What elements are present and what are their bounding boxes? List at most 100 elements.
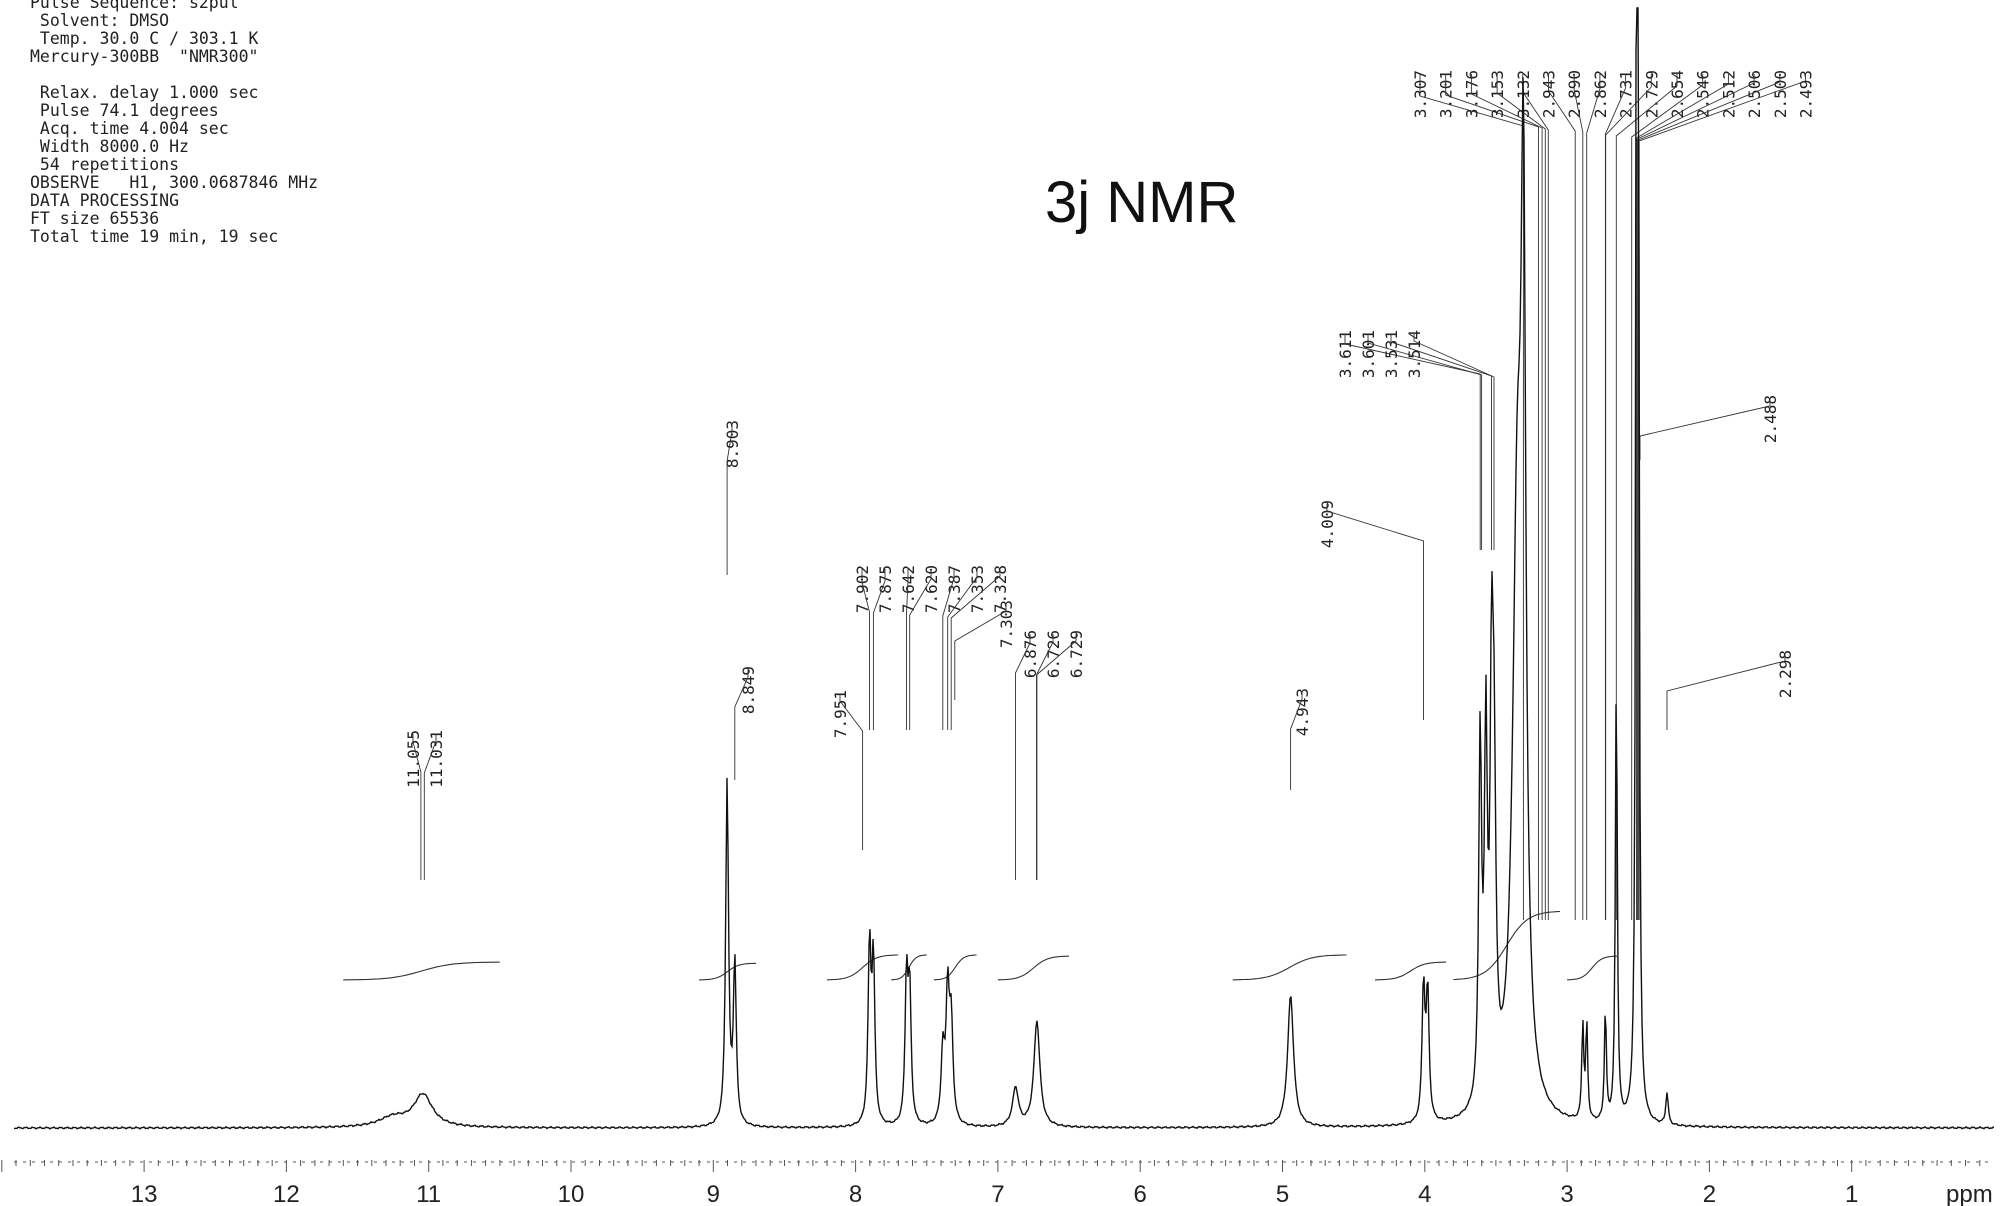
peak-leader-line (734, 670, 749, 780)
peak-leader-line (412, 734, 422, 880)
peak-label: 7.620 (922, 565, 941, 613)
integral-curve (1453, 910, 1561, 981)
peak-leader-line (1548, 74, 1576, 920)
tick-label: 1 (1845, 1181, 1858, 1206)
integral-curve (1232, 954, 1347, 981)
peak-leader-line (861, 569, 870, 730)
tick-label: 2 (1703, 1181, 1716, 1206)
peak-leader-line (1419, 74, 1524, 920)
peak-leader-line (1445, 74, 1539, 920)
peak-leader-line (906, 569, 909, 730)
peak-leader-line (1522, 74, 1549, 920)
peak-label: 3.153 (1488, 70, 1507, 118)
peak-label: 7.875 (876, 565, 895, 613)
parameter-line: FT size 65536 (30, 209, 160, 228)
tick-label: 12 (273, 1181, 300, 1206)
parameter-line: Pulse Sequence: s2pul (30, 0, 239, 12)
peak-leader-line (950, 569, 1001, 730)
peak-leader-line (947, 569, 978, 730)
integral-curves (343, 910, 1617, 981)
peak-leader-line (1666, 654, 1786, 730)
peak-label: 7.387 (945, 565, 964, 613)
peak-label: 2.731 (1617, 70, 1636, 118)
peak-label: 7.902 (853, 565, 872, 613)
tick-label: 5 (1276, 1181, 1289, 1206)
peak-label: 2.546 (1694, 70, 1713, 118)
parameter-line: Width 8000.0 Hz (30, 137, 189, 156)
peak-label: 3.514 (1405, 330, 1424, 378)
chart-title: 3j NMR (1045, 170, 1238, 235)
parameter-line: Total time 19 min, 19 sec (30, 227, 279, 246)
integral-curve (1374, 961, 1447, 981)
peak-leader-line (839, 694, 864, 850)
peak-leader-line (726, 424, 733, 575)
peak-label: 2.512 (1719, 70, 1738, 118)
peak-leader-line (1636, 74, 1755, 920)
parameter-line: Relax. delay 1.000 sec (30, 83, 259, 102)
parameter-line: DATA PROCESSING (30, 191, 180, 210)
peak-leader-line (1290, 692, 1303, 790)
peak-label: 3.531 (1382, 330, 1401, 378)
peak-leader-line (1586, 74, 1601, 920)
peak-label: 6.726 (1044, 630, 1063, 678)
tick-label: 4 (1418, 1181, 1431, 1206)
parameter-line: Pulse 74.1 degrees (30, 101, 219, 120)
peak-label: 3.611 (1336, 330, 1355, 378)
peak-label: 7.303 (997, 600, 1016, 648)
peak-label: 2.298 (1776, 650, 1795, 698)
peak-leader-line (954, 604, 1007, 700)
peak-label: 8.903 (723, 420, 742, 468)
peak-label: 4.943 (1293, 688, 1312, 736)
peak-leader-line (1573, 74, 1584, 920)
x-axis-label: ppm (1946, 1181, 1993, 1206)
peak-label: 6.876 (1021, 630, 1040, 678)
parameter-line: Mercury-300BB "NMR300" (30, 47, 259, 66)
parameter-line: OBSERVE H1, 300.0687846 MHz (30, 173, 319, 192)
peak-label: 2.493 (1797, 70, 1816, 118)
peak-leader-line (1496, 74, 1546, 920)
tick-label: 13 (131, 1181, 158, 1206)
peak-label: 8.849 (739, 666, 758, 714)
peak-leader-line (1015, 634, 1031, 880)
tick-label: 3 (1560, 1181, 1573, 1206)
tick-label: 8 (849, 1181, 862, 1206)
peak-leader-line (1639, 399, 1771, 460)
peak-label: 7.951 (831, 690, 850, 738)
parameter-line: Acq. time 4.004 sec (30, 119, 229, 138)
peak-label: 2.500 (1771, 70, 1790, 118)
parameter-line: Temp. 30.0 C / 303.1 K (30, 29, 259, 48)
tick-label: 11 (416, 1181, 441, 1206)
integral-curve (343, 961, 500, 981)
peak-leader-line (1390, 334, 1492, 550)
peak-label: 7.328 (991, 565, 1010, 613)
peak-leader-line (1036, 634, 1077, 880)
peak-leader-line (1367, 334, 1483, 550)
peak-leader-line (423, 734, 437, 880)
peak-leader-line (1636, 74, 1729, 920)
peak-label: 2.488 (1761, 395, 1780, 443)
peak-label: 2.729 (1642, 70, 1661, 118)
peak-leader-line (1413, 334, 1495, 550)
peak-leader-line (1326, 504, 1424, 720)
peak-label: 4.009 (1318, 500, 1337, 548)
peak-label: 2.943 (1540, 70, 1559, 118)
peak-leader-line (1637, 74, 1781, 920)
peak-leader-line (1344, 334, 1481, 550)
peak-leader-line (1470, 74, 1543, 920)
tick-label: 10 (558, 1181, 585, 1206)
ppm-axis: 13 12 11 10 9 8 7 6 5 4 3 2 1 (1, 1160, 1994, 1206)
peak-label: 2.862 (1591, 70, 1610, 118)
peak-leader-line (1605, 74, 1652, 920)
peak-label: 7.353 (968, 565, 987, 613)
peak-label: 6.729 (1067, 630, 1086, 678)
integral-curve (1567, 955, 1617, 981)
peak-label: 3.601 (1359, 330, 1378, 378)
acquisition-parameters: Pulse Sequence: s2pul Solvent: DMSO Temp… (30, 0, 318, 246)
tick-label: 9 (707, 1181, 720, 1206)
peak-leader-line (1638, 74, 1806, 920)
parameter-line: 54 repetitions (30, 155, 180, 174)
integral-curve (699, 962, 756, 981)
peak-label: 11.031 (427, 730, 446, 788)
